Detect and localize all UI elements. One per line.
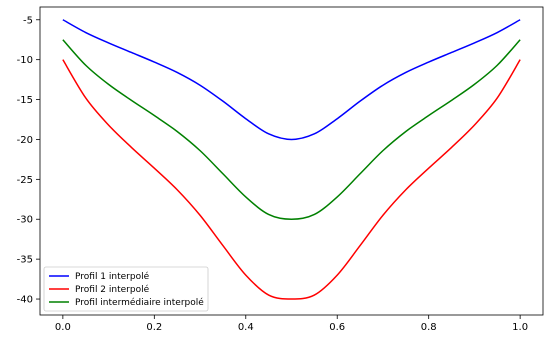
legend-label-1: Profil 1 interpolé (75, 271, 150, 282)
series-line-1 (62, 19, 521, 141)
x-tick-label: 0.0 (55, 322, 71, 333)
legend-box (43, 266, 209, 312)
y-tick-label: -15 (17, 95, 33, 106)
legend-label-2: Profil 2 interpolé (75, 284, 150, 295)
y-tick-label: -35 (17, 255, 33, 266)
series-layer (62, 19, 521, 300)
x-tick-label: 1.0 (512, 322, 528, 333)
y-tick-label: -10 (17, 55, 33, 66)
y-axis: -5 -10 -15 -20 -25 -30 -35 -40 (17, 15, 40, 306)
y-tick-label: -40 (17, 295, 33, 306)
y-tick-label: -30 (17, 215, 33, 226)
x-tick-label: 0.6 (329, 322, 345, 333)
series-line-3 (62, 39, 521, 220)
series-line-2 (62, 59, 521, 300)
x-tick-label: 0.4 (238, 322, 254, 333)
y-tick-label: -5 (23, 15, 33, 26)
x-tick-label: 0.2 (146, 322, 162, 333)
y-tick-label: -25 (17, 175, 33, 186)
legend: Profil 1 interpolé Profil 2 interpolé Prof… (43, 266, 209, 312)
legend-label-3: Profil intermédiaire interpolé (75, 297, 204, 308)
x-axis: 0.0 0.2 0.4 0.6 0.8 1.0 (55, 315, 528, 333)
y-tick-label: -20 (17, 135, 33, 146)
x-tick-label: 0.8 (421, 322, 437, 333)
plot-frame (39, 6, 544, 316)
